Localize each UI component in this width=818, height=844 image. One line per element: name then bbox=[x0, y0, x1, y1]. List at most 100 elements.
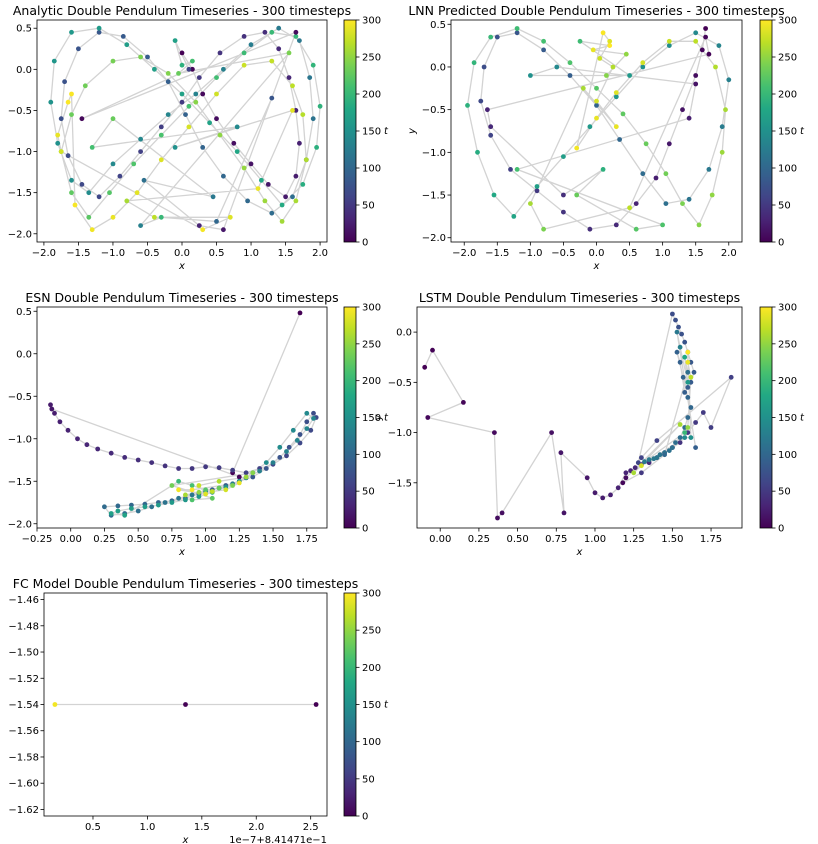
colorbar-label: t bbox=[800, 126, 805, 137]
data-point bbox=[223, 487, 229, 493]
data-point bbox=[685, 385, 691, 390]
colorbar bbox=[759, 306, 773, 529]
data-point bbox=[677, 435, 683, 440]
data-point bbox=[210, 194, 216, 200]
data-point bbox=[590, 47, 596, 53]
data-point bbox=[719, 124, 725, 130]
y-tick-label: −1.0 bbox=[388, 428, 412, 439]
data-point bbox=[190, 66, 195, 72]
data-point bbox=[307, 75, 313, 80]
data-point bbox=[594, 98, 599, 104]
data-point bbox=[577, 38, 583, 44]
data-point bbox=[703, 34, 708, 40]
data-point bbox=[230, 483, 236, 488]
data-point bbox=[699, 47, 705, 53]
colorbar-tick-label: 300 bbox=[362, 589, 381, 600]
x-tick-label: 0.25 bbox=[93, 534, 115, 545]
x-tick-label: 1.50 bbox=[262, 534, 284, 545]
data-point bbox=[313, 702, 319, 707]
x-tick-label: 0.50 bbox=[127, 534, 149, 545]
data-point bbox=[682, 339, 688, 345]
data-point bbox=[293, 198, 299, 204]
data-point bbox=[685, 415, 691, 420]
data-point bbox=[142, 504, 148, 510]
data-point bbox=[158, 132, 164, 138]
colorbar-tick-label: 0 bbox=[778, 238, 784, 249]
data-point bbox=[110, 161, 116, 167]
data-point bbox=[193, 91, 199, 97]
data-point bbox=[284, 453, 289, 459]
data-point bbox=[461, 400, 466, 405]
data-point bbox=[82, 83, 88, 89]
data-point bbox=[639, 470, 644, 476]
x-tick-label: 0.5 bbox=[622, 248, 638, 259]
data-point bbox=[165, 112, 171, 117]
data-point bbox=[541, 38, 546, 44]
data-point bbox=[65, 153, 71, 159]
data-point bbox=[465, 103, 470, 108]
data-point bbox=[685, 359, 691, 365]
x-tick-label: −1.5 bbox=[485, 248, 509, 259]
data-point bbox=[102, 504, 107, 510]
data-point bbox=[587, 124, 593, 130]
data-point bbox=[236, 480, 242, 486]
data-point bbox=[580, 85, 586, 91]
data-point bbox=[613, 124, 619, 130]
data-point bbox=[96, 25, 102, 31]
data-point bbox=[179, 99, 185, 105]
x-tick-label: 0.75 bbox=[545, 534, 567, 545]
data-point bbox=[189, 492, 195, 498]
data-point bbox=[666, 448, 672, 453]
data-point bbox=[607, 43, 613, 48]
data-point bbox=[633, 226, 639, 232]
data-point bbox=[186, 124, 192, 130]
data-point bbox=[673, 317, 678, 323]
data-point bbox=[723, 107, 728, 113]
data-point bbox=[703, 26, 708, 31]
data-point bbox=[574, 145, 580, 151]
colorbar-tick-label: 250 bbox=[362, 626, 381, 637]
data-point bbox=[584, 475, 590, 481]
data-point bbox=[666, 141, 672, 147]
colorbar bbox=[343, 306, 357, 529]
data-point bbox=[156, 502, 161, 508]
data-point bbox=[488, 124, 494, 130]
data-point bbox=[297, 38, 302, 43]
data-point bbox=[259, 177, 264, 183]
data-point bbox=[600, 167, 606, 172]
data-point bbox=[719, 149, 725, 155]
x-tick-label: −0.25 bbox=[22, 534, 53, 545]
data-point bbox=[651, 456, 657, 462]
x-tick-label: 2.5 bbox=[303, 822, 319, 833]
data-point bbox=[677, 422, 683, 427]
data-point bbox=[693, 445, 698, 450]
subplot-lnn: LNN Predicted Double Pendulum Timeseries… bbox=[407, 3, 805, 272]
x-tick-label: 1.0 bbox=[139, 822, 155, 833]
data-point bbox=[186, 103, 192, 109]
data-point bbox=[499, 510, 505, 516]
x-tick-label: 1.0 bbox=[243, 248, 259, 259]
data-point bbox=[165, 71, 171, 76]
data-point bbox=[508, 167, 513, 172]
data-point bbox=[162, 463, 168, 469]
y-tick-label: 0.5 bbox=[16, 307, 32, 318]
subplot-esn: ESN Double Pendulum Timeseries - 300 tim… bbox=[8, 290, 389, 558]
x-tick-label: 1.0 bbox=[655, 248, 671, 259]
data-point bbox=[135, 457, 141, 463]
x-tick-label: 1.75 bbox=[700, 534, 722, 545]
data-point bbox=[75, 436, 80, 442]
data-point bbox=[682, 390, 688, 395]
data-point bbox=[58, 116, 64, 122]
colorbar-label: t bbox=[800, 413, 805, 424]
data-point bbox=[700, 410, 706, 415]
colorbar-tick-label: 300 bbox=[362, 303, 381, 314]
x-axis-label: x bbox=[182, 835, 189, 844]
data-point bbox=[314, 145, 319, 150]
colorbar-label: t bbox=[384, 126, 389, 137]
data-point bbox=[561, 192, 566, 198]
data-point bbox=[613, 222, 619, 228]
colorbar-tick-label: 150 bbox=[778, 413, 797, 424]
data-point bbox=[488, 34, 494, 40]
data-point bbox=[594, 103, 599, 108]
data-point bbox=[600, 30, 606, 36]
